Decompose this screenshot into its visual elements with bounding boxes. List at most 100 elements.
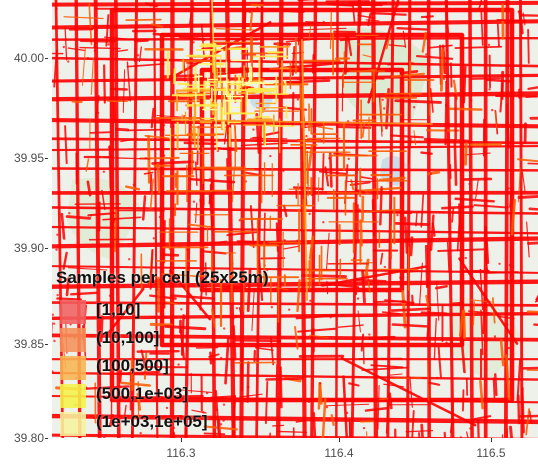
sample-point bbox=[107, 146, 111, 149]
sample-point bbox=[315, 38, 318, 41]
road-segment bbox=[480, 309, 484, 356]
sample-point bbox=[247, 385, 250, 389]
road-segment-hot bbox=[211, 0, 218, 151]
road-segment bbox=[431, 222, 436, 237]
road-segment bbox=[370, 364, 404, 369]
road-segment bbox=[138, 46, 143, 63]
legend-swatch bbox=[60, 412, 86, 436]
road-segment bbox=[308, 22, 312, 42]
road-segment bbox=[295, 314, 339, 320]
sample-point bbox=[248, 10, 251, 14]
road-segment bbox=[366, 431, 368, 438]
sample-point bbox=[134, 24, 137, 27]
sample-point bbox=[383, 265, 387, 269]
road-segment bbox=[451, 207, 455, 223]
road-segment bbox=[88, 3, 93, 46]
road-segment bbox=[124, 185, 141, 191]
road-segment bbox=[249, 204, 255, 249]
road-segment bbox=[446, 241, 450, 273]
road-segment bbox=[194, 161, 198, 187]
sample-point bbox=[396, 4, 399, 7]
trajectory-heatmap bbox=[52, 0, 538, 438]
sample-point bbox=[269, 154, 272, 158]
road-segment bbox=[63, 16, 104, 20]
sample-point bbox=[172, 426, 175, 430]
road-segment bbox=[462, 309, 466, 340]
road-segment bbox=[494, 373, 498, 397]
road-segment bbox=[262, 131, 281, 137]
road-segment bbox=[378, 397, 389, 401]
sample-point bbox=[508, 264, 512, 267]
sample-point bbox=[459, 436, 463, 438]
map-panel[interactable] bbox=[52, 0, 538, 438]
sample-point bbox=[222, 419, 225, 422]
road-segment bbox=[517, 394, 521, 425]
road-segment bbox=[232, 325, 237, 361]
y-tick-mark bbox=[45, 158, 48, 159]
road-segment bbox=[275, 364, 278, 398]
road-segment bbox=[79, 46, 121, 50]
sample-point bbox=[429, 172, 433, 176]
sample-point bbox=[229, 180, 232, 183]
sample-point bbox=[234, 315, 238, 318]
road-segment bbox=[239, 393, 263, 398]
sample-point bbox=[89, 214, 93, 217]
road-segment bbox=[462, 65, 467, 104]
road-segment bbox=[394, 221, 431, 226]
road-segment bbox=[387, 62, 414, 66]
road-segment bbox=[470, 77, 502, 80]
road-segment bbox=[485, 271, 519, 274]
sample-point bbox=[162, 124, 166, 127]
road-segment bbox=[65, 215, 92, 220]
road-segment bbox=[458, 310, 465, 337]
sample-point bbox=[381, 98, 384, 101]
sample-point bbox=[287, 308, 291, 311]
road-segment bbox=[268, 432, 272, 438]
x-tick-mark bbox=[339, 438, 340, 442]
sample-point bbox=[314, 436, 317, 438]
sample-point bbox=[329, 316, 332, 319]
road-segment bbox=[200, 240, 228, 246]
sample-point bbox=[252, 128, 255, 131]
road-segment bbox=[499, 339, 505, 367]
road-segment bbox=[101, 189, 106, 211]
road-segment bbox=[409, 236, 414, 257]
road-segment bbox=[184, 422, 188, 437]
road-segment bbox=[123, 404, 127, 419]
sample-point bbox=[223, 327, 226, 330]
sample-point bbox=[488, 88, 491, 91]
road-segment bbox=[210, 395, 236, 399]
road-segment bbox=[251, 287, 255, 332]
road-segment bbox=[64, 125, 68, 165]
road-segment bbox=[85, 158, 90, 172]
road-segment bbox=[195, 346, 219, 349]
road-segment bbox=[361, 366, 408, 371]
sample-point bbox=[68, 211, 71, 215]
road-segment bbox=[117, 370, 161, 375]
road-segment bbox=[379, 252, 384, 265]
sample-point bbox=[186, 268, 189, 271]
road-segment bbox=[265, 377, 304, 381]
road-segment bbox=[506, 428, 509, 438]
sample-point bbox=[139, 431, 142, 435]
road-segment bbox=[472, 301, 476, 326]
road-segment bbox=[156, 163, 161, 194]
sample-point bbox=[53, 339, 56, 343]
sample-point bbox=[232, 317, 235, 320]
sample-point bbox=[169, 26, 172, 29]
road-segment bbox=[215, 28, 260, 31]
x-tick-mark bbox=[181, 438, 182, 442]
road-segment bbox=[405, 430, 434, 433]
road-segment bbox=[184, 0, 194, 438]
sample-point bbox=[226, 131, 230, 135]
road-segment bbox=[297, 0, 318, 2]
road-segment bbox=[364, 407, 388, 412]
road-segment bbox=[234, 338, 282, 343]
road-segment bbox=[279, 366, 283, 409]
road-segment bbox=[377, 384, 380, 430]
sample-point bbox=[447, 343, 451, 347]
road-segment bbox=[415, 55, 454, 60]
road-segment bbox=[468, 0, 474, 438]
road-segment bbox=[203, 432, 226, 436]
sample-point bbox=[270, 305, 274, 309]
